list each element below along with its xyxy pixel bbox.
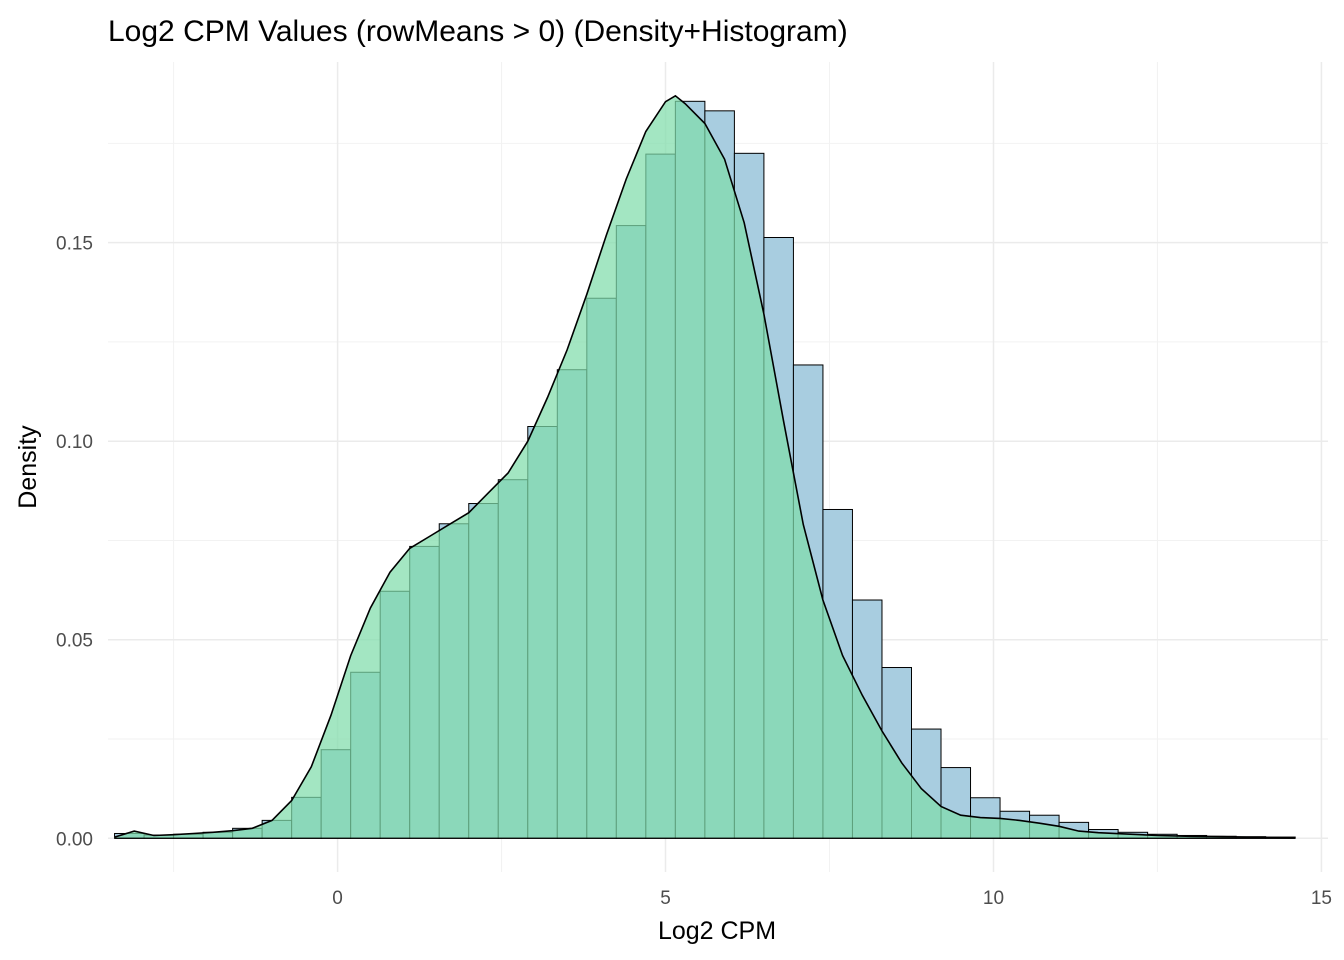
- y-tick-label: 0.10: [56, 432, 93, 453]
- density-curve: [114, 94, 1296, 839]
- tick-labels: 0 5 10 15 0.00 0.05 0.10 0.15: [56, 234, 1332, 909]
- x-tick-label: 5: [660, 888, 671, 909]
- x-tick-label: 15: [1311, 888, 1332, 909]
- density-curve-layer: [114, 94, 1296, 839]
- y-tick-label: 0.15: [56, 234, 93, 255]
- y-tick-label: 0.05: [56, 631, 93, 652]
- x-axis-title: Log2 CPM: [658, 917, 776, 945]
- y-axis-title: Density: [14, 425, 42, 509]
- density-area: [114, 95, 1296, 839]
- y-tick-label: 0.00: [56, 829, 93, 850]
- chart-title: Log2 CPM Values (rowMeans > 0) (Density+…: [108, 15, 848, 48]
- x-tick-label: 10: [983, 888, 1004, 909]
- x-tick-label: 0: [332, 888, 343, 909]
